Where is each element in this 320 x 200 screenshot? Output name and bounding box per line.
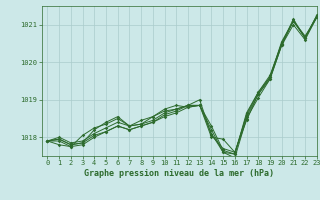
X-axis label: Graphe pression niveau de la mer (hPa): Graphe pression niveau de la mer (hPa): [84, 169, 274, 178]
